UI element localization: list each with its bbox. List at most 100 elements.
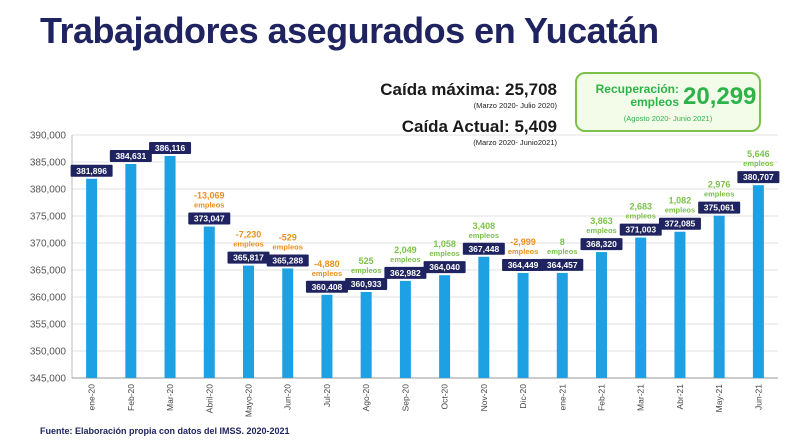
x-tick-label: Nov-20 bbox=[479, 384, 489, 412]
x-tick-label: Mar-20 bbox=[165, 384, 175, 411]
change-label: -2,999 bbox=[510, 237, 536, 247]
bar bbox=[243, 265, 254, 378]
x-tick-label: ene-20 bbox=[87, 384, 97, 411]
current-drop-period: (Marzo 2020- Junio2021) bbox=[473, 138, 557, 147]
change-label: 1,082 bbox=[669, 196, 692, 206]
current-drop-stat: Caída Actual: 5,409 (Marzo 2020- Junio20… bbox=[402, 117, 557, 147]
value-label-bg bbox=[580, 238, 623, 251]
value-label-bg bbox=[423, 261, 466, 274]
change-label: 1,058 bbox=[433, 239, 456, 249]
recovery-box: Recuperación: empleos 20,299 (Agosto 202… bbox=[575, 72, 761, 132]
x-tick-label: Mayo-20 bbox=[244, 384, 254, 417]
value-label-bg bbox=[698, 201, 741, 214]
value-label-bg bbox=[188, 212, 231, 225]
x-tick-label: Dic-20 bbox=[518, 384, 528, 409]
value-label-bg bbox=[541, 258, 584, 271]
x-tick-label: ene-21 bbox=[557, 384, 567, 411]
value-label: 380,707 bbox=[743, 172, 774, 182]
value-label-bg bbox=[70, 164, 113, 177]
change-label: 3,408 bbox=[473, 221, 496, 231]
y-tick-label: 370,000 bbox=[30, 239, 67, 250]
bar bbox=[713, 215, 725, 378]
bar bbox=[635, 237, 647, 378]
recovery-period: (Agosto 2020- Junio 2021) bbox=[623, 114, 713, 123]
change-unit: empleos bbox=[351, 266, 381, 275]
value-label-bg bbox=[266, 254, 309, 267]
x-tick-label: May-21 bbox=[714, 384, 724, 413]
recovery-value: 20,299 bbox=[683, 83, 757, 110]
value-label: 364,040 bbox=[429, 262, 460, 272]
max-drop-period: (Marzo 2020- Julio 2020) bbox=[473, 101, 557, 110]
change-label: 2,683 bbox=[629, 202, 652, 212]
value-label-bg bbox=[345, 277, 388, 290]
value-label: 384,631 bbox=[115, 151, 146, 161]
bar bbox=[517, 272, 529, 378]
y-tick-label: 390,000 bbox=[30, 131, 67, 142]
y-tick-label: 365,000 bbox=[30, 266, 67, 277]
change-label: 2,049 bbox=[394, 245, 417, 255]
x-tick-label: Sep-20 bbox=[400, 384, 410, 412]
bar bbox=[282, 268, 294, 378]
value-label: 372,085 bbox=[665, 219, 696, 229]
value-label: 386,116 bbox=[155, 143, 186, 153]
change-label: 8 bbox=[560, 237, 565, 247]
x-tick-label: Jun-20 bbox=[283, 384, 293, 410]
value-label: 381,896 bbox=[76, 166, 107, 176]
change-unit: empleos bbox=[469, 231, 499, 240]
y-tick-label: 380,000 bbox=[30, 185, 67, 196]
change-unit: empleos bbox=[312, 269, 342, 278]
value-label: 364,449 bbox=[508, 260, 539, 270]
bar bbox=[439, 275, 451, 378]
value-label: 367,448 bbox=[468, 244, 499, 254]
value-label: 360,408 bbox=[312, 282, 343, 292]
y-tick-label: 375,000 bbox=[30, 212, 67, 223]
x-tick-label: Oct-20 bbox=[440, 384, 450, 410]
change-unit: empleos bbox=[547, 247, 577, 256]
change-label: 525 bbox=[359, 256, 374, 266]
change-label: -13,069 bbox=[194, 191, 225, 201]
max-drop-stat: Caída máxima: 25,708 (Marzo 2020- Julio … bbox=[380, 80, 557, 110]
value-label: 371,003 bbox=[625, 225, 656, 235]
x-tick-label: Jul-20 bbox=[322, 384, 332, 407]
bar bbox=[674, 231, 686, 378]
value-label: 364,457 bbox=[547, 260, 578, 270]
bar bbox=[164, 155, 176, 378]
bar bbox=[399, 280, 411, 378]
change-label: 2,976 bbox=[708, 180, 731, 190]
x-tick-label: Feb-21 bbox=[597, 384, 607, 411]
value-label: 373,047 bbox=[194, 214, 225, 224]
bar bbox=[360, 291, 372, 378]
source-note: Fuente: Elaboración propia con datos del… bbox=[40, 426, 290, 436]
value-label-bg bbox=[149, 141, 192, 154]
current-drop-label: Caída Actual: 5,409 bbox=[401, 117, 557, 136]
x-tick-label: Mar-21 bbox=[636, 384, 646, 411]
change-label: -7,230 bbox=[236, 230, 262, 240]
change-label: 3,863 bbox=[590, 216, 613, 226]
x-tick-label: Ago-20 bbox=[361, 384, 371, 412]
change-unit: empleos bbox=[429, 249, 459, 258]
change-unit: empleos bbox=[704, 190, 734, 199]
x-tick-label: Jun-21 bbox=[753, 384, 763, 410]
change-unit: empleos bbox=[586, 226, 616, 235]
change-unit: empleos bbox=[390, 255, 420, 264]
recovery-label: Recuperación: empleos bbox=[595, 82, 679, 109]
value-label-bg bbox=[502, 258, 545, 271]
value-label: 360,933 bbox=[351, 279, 382, 289]
page-title: Trabajadores asegurados en Yucatán bbox=[40, 10, 659, 51]
change-unit: empleos bbox=[273, 242, 303, 251]
max-drop-label: Caída máxima: 25,708 bbox=[380, 80, 557, 99]
bar bbox=[556, 272, 568, 378]
change-label: -529 bbox=[279, 232, 297, 242]
bar bbox=[596, 252, 607, 378]
value-label: 362,982 bbox=[390, 268, 421, 278]
value-label-bg bbox=[737, 171, 780, 184]
change-unit: empleos bbox=[194, 201, 224, 210]
value-label: 368,320 bbox=[586, 239, 617, 249]
value-label-bg bbox=[227, 251, 270, 264]
value-label-bg bbox=[109, 149, 152, 162]
bar bbox=[125, 163, 137, 378]
change-unit: empleos bbox=[743, 159, 773, 168]
bar bbox=[86, 178, 98, 378]
y-tick-label: 385,000 bbox=[30, 158, 67, 169]
